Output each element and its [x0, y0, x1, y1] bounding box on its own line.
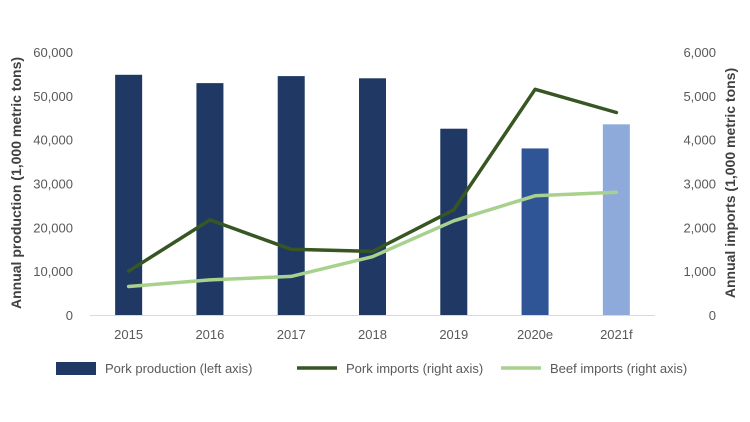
x-tick-label: 2018: [358, 327, 387, 342]
right-axis-title: Annual imports (1,000 metric tons): [722, 68, 738, 298]
line-beef-imports: [126, 190, 619, 289]
bar-pork-production-2020e: [521, 148, 549, 315]
x-tick-label: 2015: [114, 327, 143, 342]
right-tick-label: 4,000: [683, 133, 716, 148]
bar-pork-production-2021f: [602, 124, 630, 315]
right-axis-ticks: 0 1,000 2,000 3,000 4,000 5,000 6,000: [683, 45, 716, 323]
bar-pork-production-2018: [359, 78, 386, 315]
legend-swatch-pork-production: [56, 362, 96, 375]
left-tick-label: 60,000: [33, 45, 73, 60]
left-axis-title: Annual production (1,000 metric tons): [8, 57, 24, 309]
right-tick-label: 3,000: [683, 177, 716, 192]
legend-label-pork-imports: Pork imports (right axis): [346, 361, 483, 376]
left-tick-label: 30,000: [33, 177, 73, 192]
left-tick-label: 10,000: [33, 264, 73, 279]
line-pork-imports: [126, 87, 619, 273]
bar-pork-production-2016: [196, 83, 224, 315]
right-tick-label: 1,000: [683, 264, 716, 279]
x-tick-label: 2019: [439, 327, 468, 342]
left-axis-ticks: 0 10,000 20,000 30,000 40,000 50,000 60,000: [33, 45, 73, 323]
legend: Pork production (left axis) Pork imports…: [56, 361, 687, 376]
left-tick-label: 0: [66, 308, 73, 323]
left-tick-label: 40,000: [33, 133, 73, 148]
left-tick-label: 20,000: [33, 220, 73, 235]
legend-label-pork-production: Pork production (left axis): [105, 361, 252, 376]
right-tick-label: 2,000: [683, 220, 716, 235]
x-tick-label: 2020e: [517, 327, 553, 342]
x-tick-label: 2021f: [600, 327, 633, 342]
left-tick-label: 50,000: [33, 89, 73, 104]
bar-pork-production-2017: [277, 76, 305, 315]
right-tick-label: 6,000: [683, 45, 716, 60]
legend-label-beef-imports: Beef imports (right axis): [550, 361, 687, 376]
bar-pork-production-2015: [115, 74, 143, 315]
x-tick-label: 2017: [277, 327, 306, 342]
line-series: [126, 87, 619, 289]
right-tick-label: 0: [709, 308, 716, 323]
x-axis-ticks: 2015 2016 2017 2018 2019 2020e 2021f: [114, 327, 633, 342]
x-tick-label: 2016: [195, 327, 224, 342]
right-tick-label: 5,000: [683, 89, 716, 104]
